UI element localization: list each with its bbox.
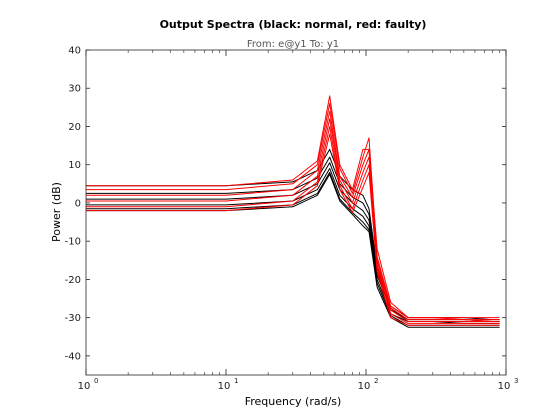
series-lines	[86, 95, 500, 328]
plot-frame	[85, 49, 507, 376]
y-tick-label: 30	[68, 84, 81, 95]
series-line-12	[86, 133, 500, 326]
x-tick-label-base: 10	[78, 381, 91, 392]
y-tick-label: 0	[75, 198, 81, 209]
x-tick-label-base: 10	[358, 381, 371, 392]
chart-subtitle: From: e@y1 To: y1	[247, 39, 339, 50]
series-line-11	[86, 126, 500, 324]
chart-title: Output Spectra (black: normal, red: faul…	[160, 18, 427, 31]
series-line-10	[86, 118, 500, 322]
y-tick-label: -30	[65, 313, 81, 324]
x-tick-label-exponent: 3	[514, 377, 518, 385]
x-tick-label-exponent: 1	[234, 377, 238, 385]
series-line-9	[86, 110, 500, 322]
x-tick-label-exponent: 2	[374, 377, 378, 385]
series-line-8	[86, 103, 500, 321]
y-axis-label: Power (dB)	[50, 182, 63, 242]
plot-area	[86, 50, 506, 375]
series-line-6	[86, 173, 500, 328]
x-tick-label-base: 10	[498, 381, 511, 392]
y-tick-label: 40	[68, 46, 81, 57]
y-tick-label: -20	[65, 275, 81, 286]
x-tick-label-exponent: 0	[94, 377, 98, 385]
y-tick-label: -10	[65, 237, 81, 248]
y-tick-label: -40	[65, 351, 81, 362]
y-tick-label: 20	[68, 122, 81, 133]
x-axis-label: Frequency (rad/s)	[245, 395, 342, 408]
y-tick-label: 10	[68, 160, 81, 171]
series-line-7	[86, 95, 500, 319]
x-tick-label-base: 10	[218, 381, 231, 392]
